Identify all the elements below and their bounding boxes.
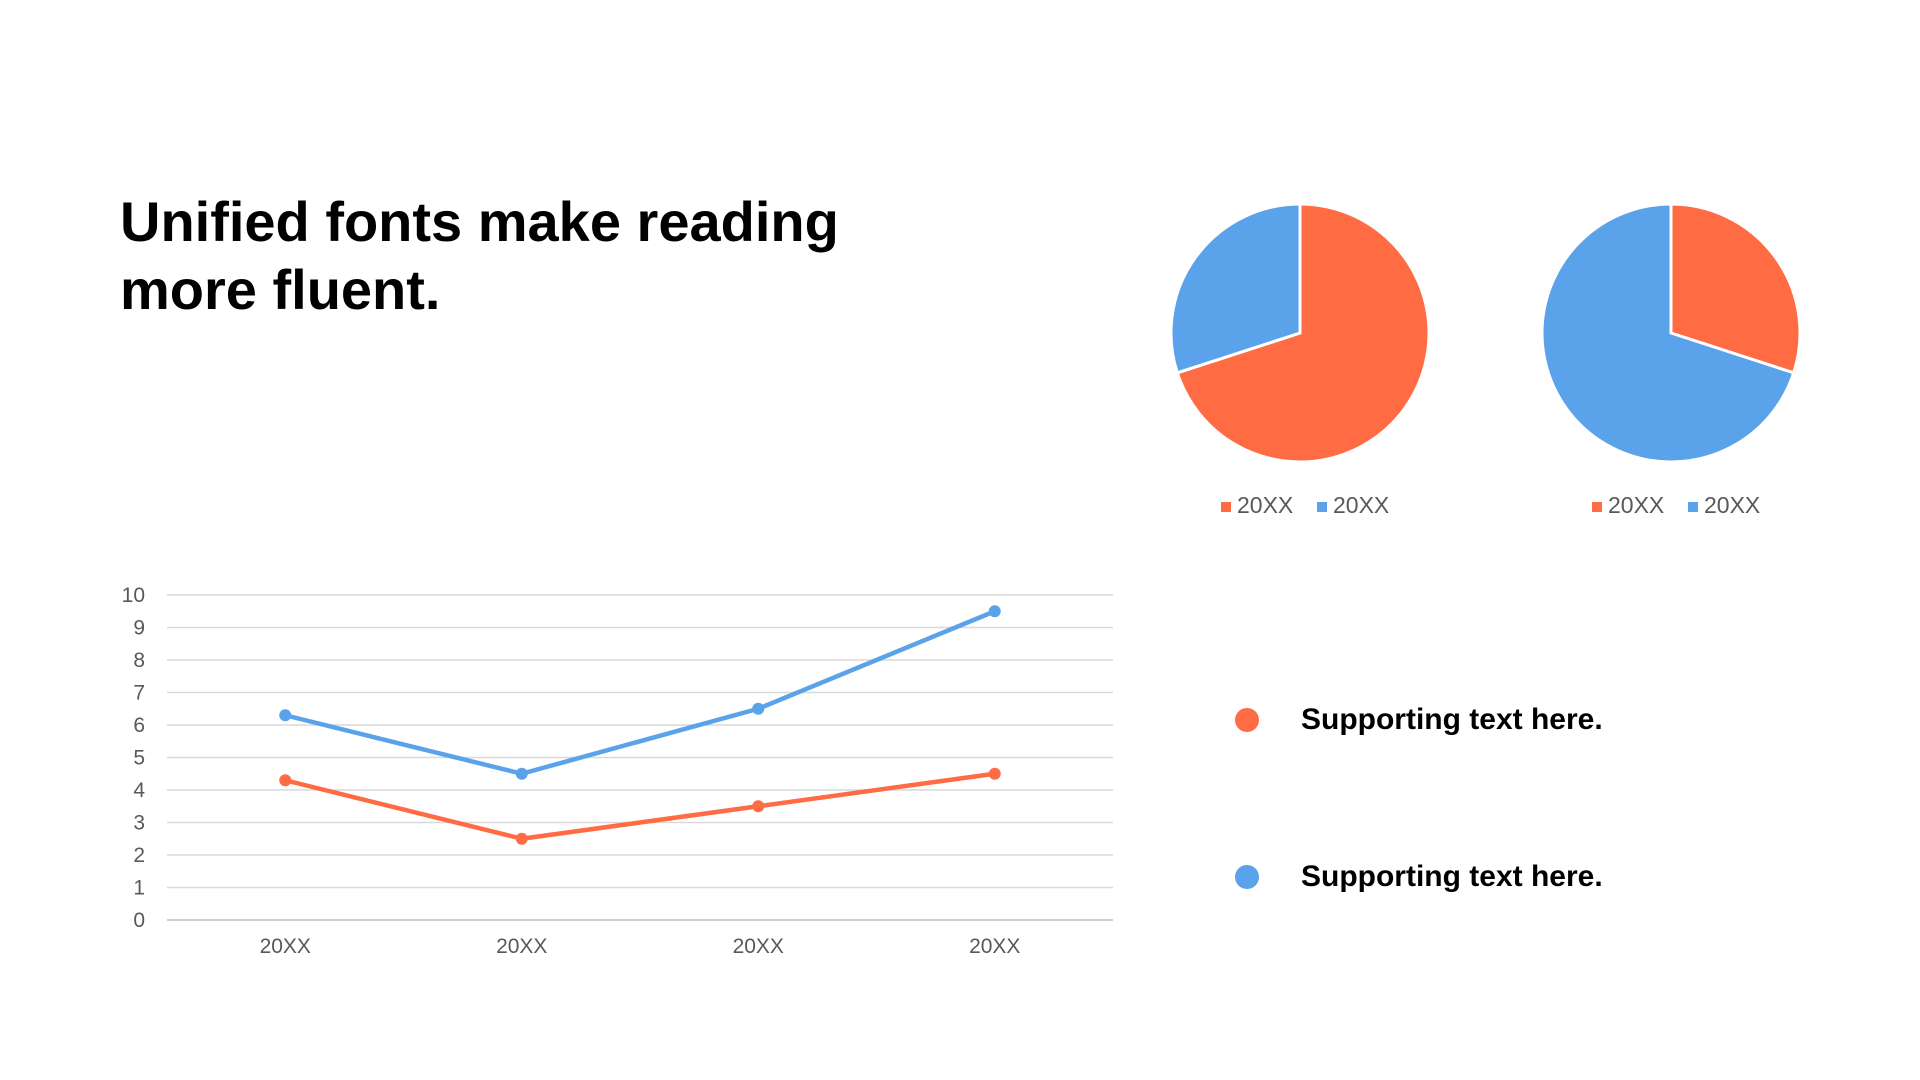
y-tick-label: 7 <box>133 682 145 705</box>
y-tick-label: 9 <box>133 617 145 640</box>
data-point <box>752 702 765 715</box>
x-tick-label: 20XX <box>260 935 311 958</box>
y-tick-label: 4 <box>133 779 145 802</box>
y-tick-label: 3 <box>133 812 145 835</box>
data-point <box>752 800 765 813</box>
supporting-text: Supporting text here. <box>1301 860 1603 893</box>
page-title: Unified fonts make reading more fluent. <box>120 190 839 321</box>
orange-bullet-icon <box>1235 708 1259 732</box>
data-point <box>515 767 528 780</box>
y-tick-label: 8 <box>133 649 145 672</box>
supporting-item-orange: Supporting text here. <box>1235 703 1603 737</box>
y-tick-label: 10 <box>122 584 145 607</box>
y-tick-label: 6 <box>133 714 145 737</box>
supporting-item-blue: Supporting text here. <box>1235 860 1603 894</box>
series-line-1 <box>284 771 996 841</box>
y-tick-label: 0 <box>133 909 145 932</box>
data-point <box>988 767 1001 780</box>
series-line-0 <box>284 609 996 776</box>
supporting-text: Supporting text here. <box>1301 703 1603 736</box>
x-tick-label: 20XX <box>733 935 784 958</box>
data-point <box>279 709 292 722</box>
x-tick-label: 20XX <box>969 935 1020 958</box>
y-tick-label: 1 <box>133 877 145 900</box>
data-point <box>279 774 292 787</box>
data-point <box>988 605 1001 618</box>
x-tick-label: 20XX <box>496 935 547 958</box>
y-tick-label: 5 <box>133 747 145 770</box>
data-point <box>515 832 528 845</box>
blue-bullet-icon <box>1235 865 1259 889</box>
y-tick-label: 2 <box>133 844 145 867</box>
